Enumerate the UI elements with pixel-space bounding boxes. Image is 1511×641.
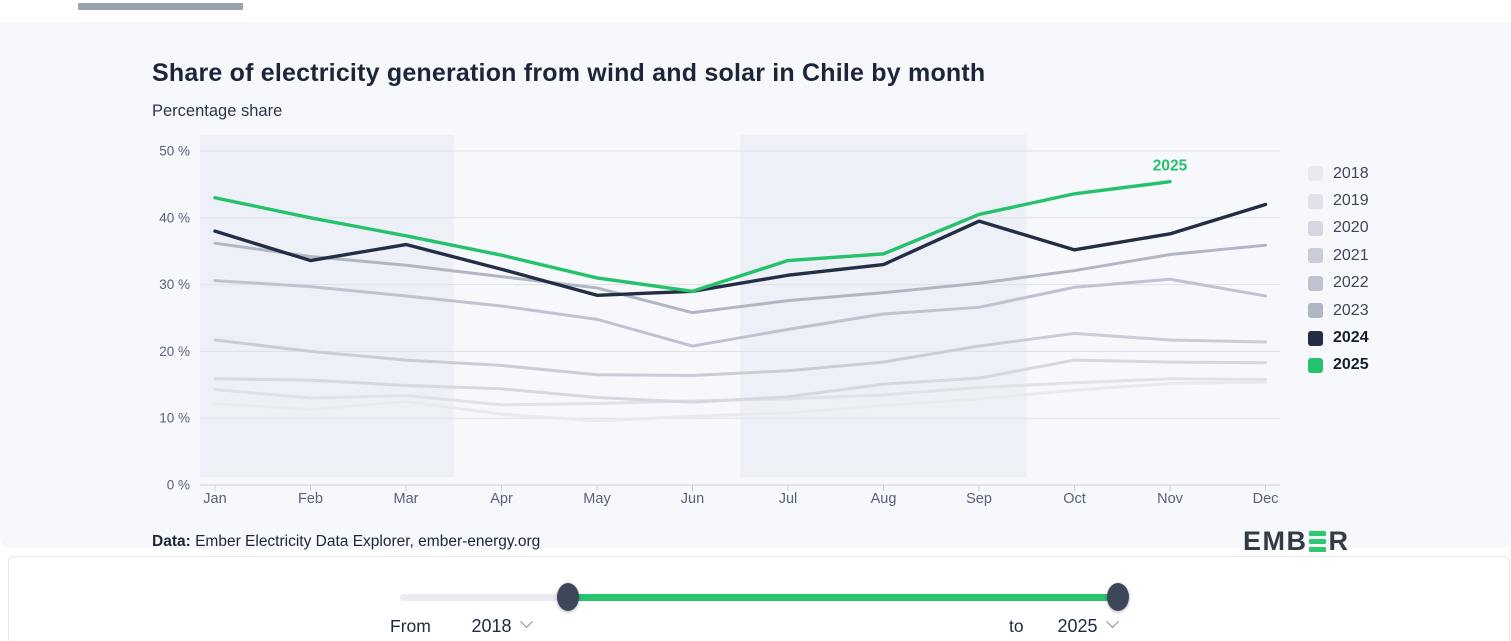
- legend-label: 2018: [1333, 164, 1369, 182]
- ember-logo-text-left: EMB: [1243, 526, 1308, 556]
- x-axis-month-label: May: [583, 491, 611, 507]
- chart-card: Share of electricity generation from win…: [0, 22, 1511, 555]
- x-axis-month-label: Jan: [203, 491, 226, 507]
- x-axis-month-label: Aug: [871, 491, 897, 507]
- y-axis-tick-label: 40 %: [159, 210, 190, 225]
- chart-subtitle: Percentage share: [152, 102, 283, 120]
- ember-logo-text-right: R: [1328, 526, 1350, 556]
- range-selectors: From 2018 to 2025: [9, 609, 1509, 641]
- legend-item-2024[interactable]: 2024: [1308, 324, 1369, 351]
- x-axis-month-label: Dec: [1253, 491, 1279, 507]
- x-axis-month-label: Apr: [490, 491, 513, 507]
- x-axis-month-label: Nov: [1157, 491, 1184, 507]
- legend: 2018 2019 2020 2021 2022 2023 2024 2025: [1308, 160, 1369, 379]
- ember-logo: EMB R: [1243, 528, 1350, 555]
- to-year-value: 2025: [1057, 616, 1098, 636]
- legend-swatch-icon: [1308, 248, 1323, 264]
- legend-label: 2024: [1333, 329, 1369, 347]
- y-axis-tick-label: 20 %: [159, 344, 190, 359]
- chevron-down-icon: [1105, 615, 1119, 629]
- series-line-2022: [213, 277, 1267, 348]
- legend-label: 2020: [1333, 219, 1369, 237]
- legend-label: 2025: [1333, 356, 1369, 374]
- series-line-2021: [213, 331, 1267, 377]
- source-prefix: Data:: [152, 533, 191, 550]
- y-axis-tick-label: 10 %: [159, 411, 190, 426]
- x-axis-month-label: Oct: [1063, 491, 1086, 507]
- legend-swatch-icon: [1308, 275, 1323, 291]
- legend-swatch-icon: [1308, 357, 1323, 373]
- active-tab-underline[interactable]: [78, 3, 243, 10]
- legend-label: 2023: [1333, 301, 1369, 319]
- legend-label: 2019: [1333, 192, 1369, 210]
- series-line-2018: [213, 380, 1267, 423]
- to-year-dropdown[interactable]: 2025: [1050, 612, 1124, 641]
- legend-item-2019[interactable]: 2019: [1308, 187, 1369, 214]
- legend-item-2025[interactable]: 2025: [1308, 352, 1369, 379]
- y-axis-tick-label: 0 %: [167, 478, 190, 493]
- legend-swatch-icon: [1308, 330, 1323, 346]
- y-axis-tick-label: 30 %: [159, 277, 190, 292]
- x-axis-month-label: Mar: [394, 491, 419, 507]
- legend-item-2023[interactable]: 2023: [1308, 297, 1369, 324]
- chart: 0 % 10 % 20 % 30 % 40 % 50 % Jan Feb Mar Apr May Ju…: [132, 127, 1280, 507]
- slider-selected-range[interactable]: [568, 594, 1118, 601]
- from-year-dropdown[interactable]: 2018: [464, 612, 538, 641]
- series-end-label-2025: 2025: [1153, 158, 1188, 175]
- series-line-2023: [213, 241, 1267, 315]
- year-range-slider[interactable]: [400, 583, 1129, 611]
- slider-handle-to[interactable]: [1107, 583, 1129, 611]
- legend-label: 2022: [1333, 274, 1369, 292]
- chart-svg: 0 % 10 % 20 % 30 % 40 % 50 % Jan Feb Mar Apr May Ju…: [159, 135, 1280, 507]
- x-axis-month-label: Jul: [779, 491, 798, 507]
- series-line-2020: [213, 358, 1267, 404]
- legend-label: 2021: [1333, 246, 1369, 264]
- legend-swatch-icon: [1308, 220, 1323, 236]
- to-label: to: [1009, 616, 1024, 636]
- x-axis-month-label: Jun: [681, 491, 704, 507]
- series-line-2025: [213, 180, 1172, 293]
- source-text: Ember Electricity Data Explorer, ember-e…: [190, 533, 541, 550]
- quarter-band: [200, 135, 454, 477]
- legend-swatch-icon: [1308, 303, 1323, 319]
- x-axis-month-label: Feb: [298, 491, 323, 507]
- year-range-panel: From 2018 to 2025: [8, 556, 1510, 641]
- legend-item-2022[interactable]: 2022: [1308, 270, 1369, 297]
- legend-swatch-icon: [1308, 166, 1323, 182]
- legend-swatch-icon: [1308, 193, 1323, 209]
- chart-title: Share of electricity generation from win…: [152, 59, 986, 87]
- from-year-value: 2018: [471, 616, 512, 636]
- chevron-down-icon: [519, 615, 533, 629]
- ember-logo-e-bars-icon: [1308, 531, 1326, 552]
- series-line-2024: [213, 202, 1268, 297]
- legend-item-2018[interactable]: 2018: [1308, 160, 1369, 187]
- slider-handle-from[interactable]: [557, 583, 579, 611]
- y-axis-tick-label: 50 %: [159, 144, 190, 159]
- legend-item-2020[interactable]: 2020: [1308, 215, 1369, 242]
- from-label: From: [390, 616, 431, 636]
- x-axis-month-label: Sep: [966, 491, 992, 507]
- source-note: Data: Ember Electricity Data Explorer, e…: [152, 533, 540, 551]
- legend-item-2021[interactable]: 2021: [1308, 242, 1369, 269]
- top-tab-strip: [0, 0, 1511, 22]
